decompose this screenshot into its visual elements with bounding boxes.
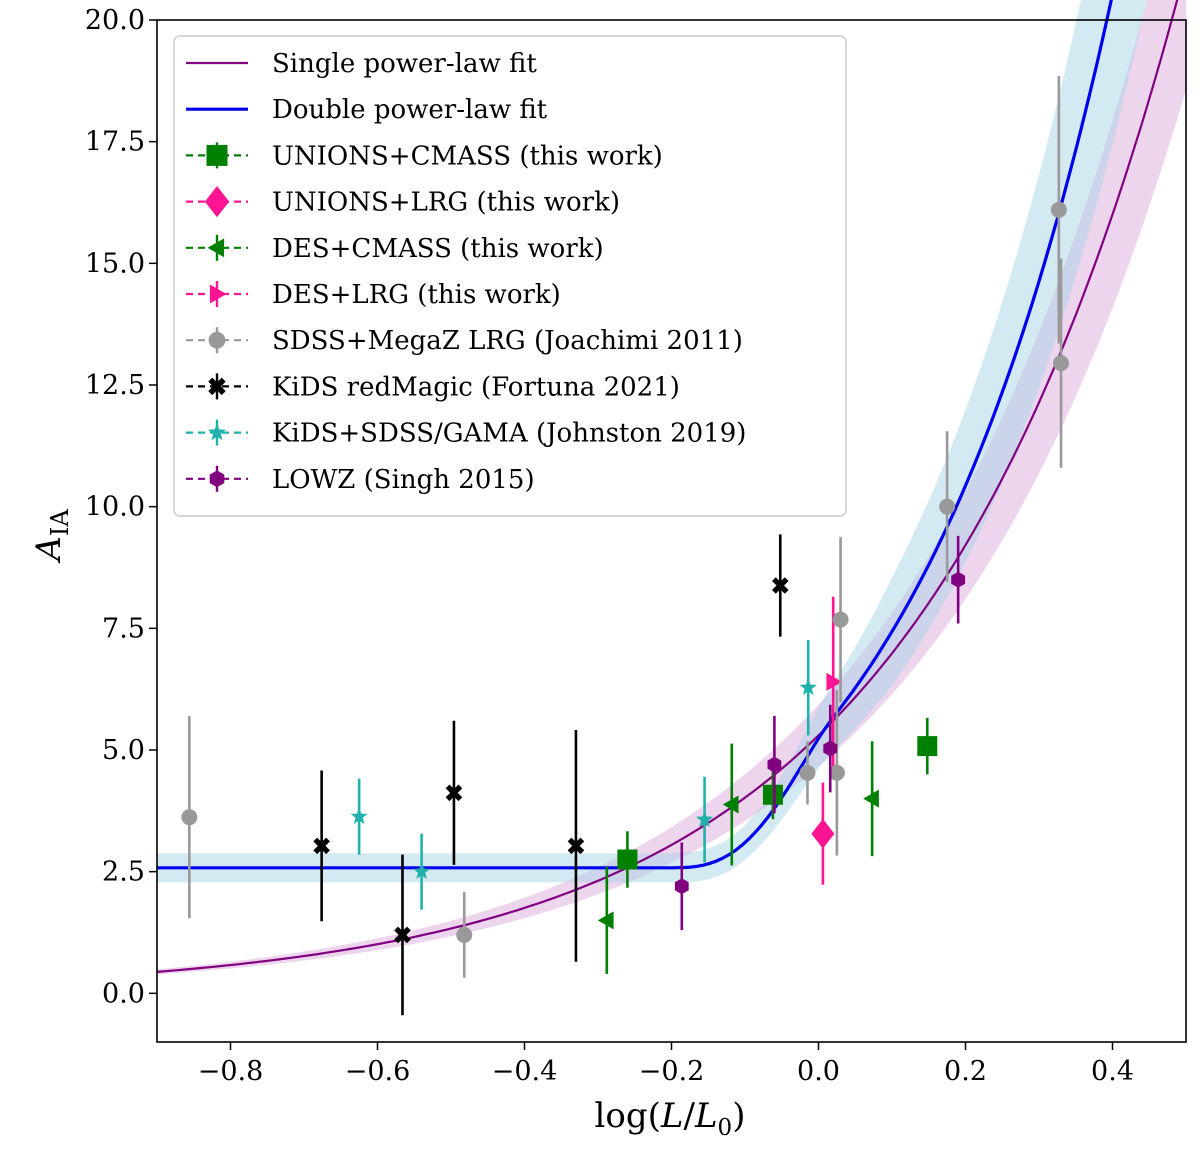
data-point-0-1 <box>762 784 783 805</box>
data-point-4-4 <box>832 611 849 628</box>
legend: Single power-law fit Double power-law fit… <box>173 35 847 517</box>
fit-line-0 <box>156 0 1179 973</box>
data-point-5-3 <box>567 837 585 855</box>
y-tick-label-4: 10.0 <box>85 492 145 523</box>
series-5 <box>313 534 789 1016</box>
data-points <box>181 75 1070 1016</box>
fit-line-1 <box>157 0 1113 870</box>
x-tick-label-3: −0.2 <box>639 1056 705 1087</box>
x-tick-label-6: 0.4 <box>1091 1056 1134 1087</box>
data-point-4-1 <box>456 926 473 943</box>
y-tick-label-8: 20.0 <box>85 5 145 36</box>
data-point-7-0 <box>674 878 689 895</box>
data-point-5-4 <box>771 577 789 594</box>
data-point-6-3 <box>799 678 817 695</box>
data-point-6-1 <box>413 862 431 879</box>
x-tick-label-5: 0.2 <box>944 1056 987 1087</box>
legend-marker-2 <box>206 144 228 166</box>
data-point-4-0 <box>181 809 198 826</box>
legend-label-8: KiDS+SDSS/GAMA (Johnston 2019) <box>272 419 746 449</box>
data-point-4-2 <box>799 764 816 781</box>
y-axis-ticks: 0.0 2.5 5.0 7.5 10.0 12.5 15.0 17.5 20.0 <box>85 5 157 1009</box>
legend-entry-0: Single power-law fit <box>186 49 537 79</box>
x-axis-label: log(L/L0) <box>595 1096 746 1141</box>
data-point-2-0 <box>597 911 614 930</box>
y-tick-label-5: 12.5 <box>85 370 145 401</box>
legend-entry-5: DES+LRG (this work) <box>186 280 561 310</box>
legend-entry-6: SDSS+MegaZ LRG (Joachimi 2011) <box>186 326 743 356</box>
legend-entry-9: LOWZ (Singh 2015) <box>186 465 535 495</box>
x-axis-ticks: −0.8 −0.6 −0.4 −0.2 0.0 0.2 0.4 <box>198 1042 1134 1087</box>
series-6 <box>350 640 817 910</box>
data-point-7-2 <box>823 740 838 757</box>
data-point-7-1 <box>767 756 782 773</box>
y-tick-label-6: 15.0 <box>85 248 145 279</box>
y-tick-label-7: 17.5 <box>85 127 145 158</box>
legend-label-1: Double power-law fit <box>272 95 548 125</box>
data-point-4-6 <box>1050 201 1067 218</box>
data-point-0-2 <box>917 736 938 757</box>
fit-band-0 <box>157 0 1186 975</box>
data-point-5-2 <box>445 784 463 802</box>
data-point-0-0 <box>617 849 638 870</box>
x-tick-label-0: −0.8 <box>198 1056 264 1087</box>
series-4 <box>181 75 1070 978</box>
data-point-4-7 <box>1053 355 1070 372</box>
legend-label-0: Single power-law fit <box>272 49 537 79</box>
series-0 <box>617 717 938 888</box>
legend-marker-8 <box>208 423 226 441</box>
data-point-5-1 <box>394 926 411 944</box>
legend-label-9: LOWZ (Singh 2015) <box>272 465 535 495</box>
legend-entry-1: Double power-law fit <box>186 95 548 125</box>
legend-marker-7 <box>208 377 226 396</box>
legend-marker-4 <box>207 238 225 258</box>
data-point-5-0 <box>313 837 330 855</box>
x-tick-label-4: 0.0 <box>797 1056 840 1087</box>
data-point-2-2 <box>863 789 879 808</box>
y-tick-label-3: 7.5 <box>102 613 145 644</box>
series-3 <box>826 596 843 768</box>
legend-marker-9 <box>209 470 225 488</box>
data-point-7-3 <box>951 571 966 588</box>
data-point-6-0 <box>350 807 368 824</box>
legend-entry-8: KiDS+SDSS/GAMA (Johnston 2019) <box>186 419 746 449</box>
data-point-1-0 <box>811 818 835 849</box>
legend-marker-5 <box>209 284 227 304</box>
x-tick-label-1: −0.6 <box>345 1056 411 1087</box>
legend-entry-4: DES+CMASS (this work) <box>186 234 604 264</box>
data-point-4-3 <box>828 764 845 781</box>
y-tick-label-1: 2.5 <box>102 857 145 888</box>
series-7 <box>674 535 966 931</box>
legend-marker-3 <box>204 186 230 218</box>
legend-label-3: UNIONS+LRG (this work) <box>272 188 620 218</box>
fit-curves <box>156 0 1179 973</box>
series-2 <box>597 741 879 974</box>
legend-label-4: DES+CMASS (this work) <box>272 234 604 264</box>
fit-band-1 <box>157 0 1147 883</box>
y-axis-label: AIA <box>29 509 74 564</box>
data-point-4-5 <box>939 498 956 515</box>
data-point-3-0 <box>826 672 843 691</box>
data-point-2-1 <box>722 795 739 814</box>
legend-entry-7: KiDS redMagic (Fortuna 2021) <box>186 372 680 402</box>
y-tick-label-2: 5.0 <box>102 735 145 766</box>
legend-label-2: UNIONS+CMASS (this work) <box>272 141 663 171</box>
x-tick-label-2: −0.4 <box>492 1056 558 1087</box>
legend-label-6: SDSS+MegaZ LRG (Joachimi 2011) <box>272 326 743 356</box>
y-tick-label-0: 0.0 <box>102 978 145 1009</box>
legend-marker-6 <box>208 331 226 349</box>
data-point-6-2 <box>696 810 714 827</box>
legend-box <box>173 35 847 517</box>
legend-label-5: DES+LRG (this work) <box>272 280 561 310</box>
legend-entry-2: UNIONS+CMASS (this work) <box>186 141 663 171</box>
fit-bands <box>157 0 1186 975</box>
series-1 <box>811 782 835 885</box>
legend-entry-3: UNIONS+LRG (this work) <box>186 186 620 218</box>
legend-label-7: KiDS redMagic (Fortuna 2021) <box>272 372 680 402</box>
